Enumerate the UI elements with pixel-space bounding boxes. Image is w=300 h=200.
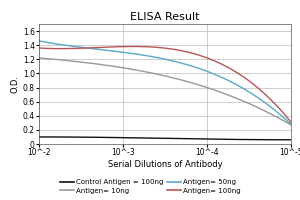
Title: ELISA Result: ELISA Result: [130, 12, 200, 22]
Y-axis label: O.D.: O.D.: [11, 75, 20, 93]
X-axis label: Serial Dilutions of Antibody: Serial Dilutions of Antibody: [108, 160, 222, 169]
Legend: Control Antigen = 100ng, Antigen= 10ng, Antigen= 50ng, Antigen= 100ng: Control Antigen = 100ng, Antigen= 10ng, …: [57, 176, 243, 197]
